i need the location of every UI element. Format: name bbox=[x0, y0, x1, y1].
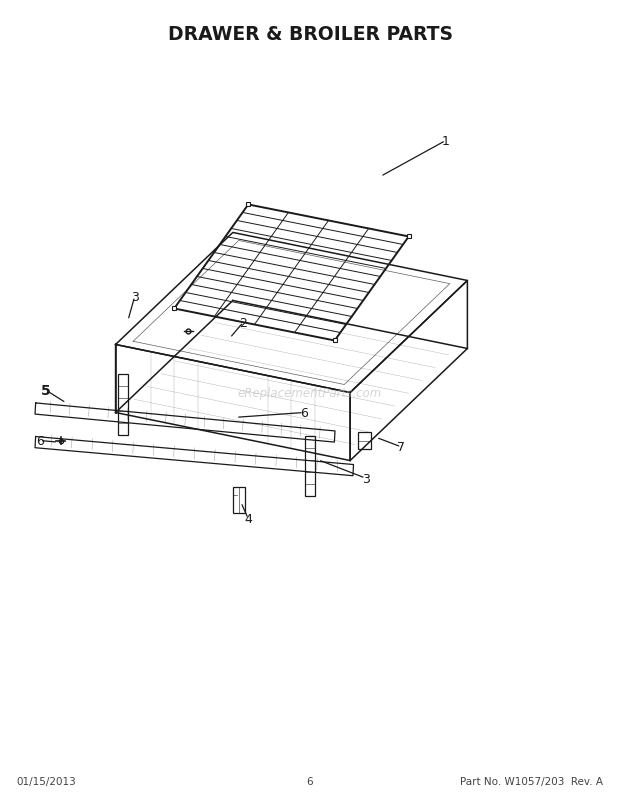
Bar bbox=[234, 488, 244, 513]
Text: 4: 4 bbox=[244, 512, 252, 526]
Text: 6: 6 bbox=[36, 435, 43, 448]
Text: 1: 1 bbox=[442, 135, 450, 148]
Text: 6: 6 bbox=[307, 776, 313, 786]
Text: 01/15/2013: 01/15/2013 bbox=[17, 776, 76, 786]
Text: eReplacementParts.com: eReplacementParts.com bbox=[238, 387, 382, 399]
Text: 2: 2 bbox=[239, 316, 247, 329]
Text: Part No. W1057/203  Rev. A: Part No. W1057/203 Rev. A bbox=[460, 776, 603, 786]
Text: 3: 3 bbox=[131, 290, 139, 304]
Text: 5: 5 bbox=[41, 383, 51, 398]
Bar bbox=[306, 436, 314, 496]
Text: 6: 6 bbox=[300, 407, 308, 419]
Text: 7: 7 bbox=[397, 441, 405, 454]
Bar bbox=[118, 375, 128, 435]
Text: 3: 3 bbox=[361, 472, 370, 485]
Text: DRAWER & BROILER PARTS: DRAWER & BROILER PARTS bbox=[167, 26, 453, 44]
Bar bbox=[358, 432, 371, 450]
